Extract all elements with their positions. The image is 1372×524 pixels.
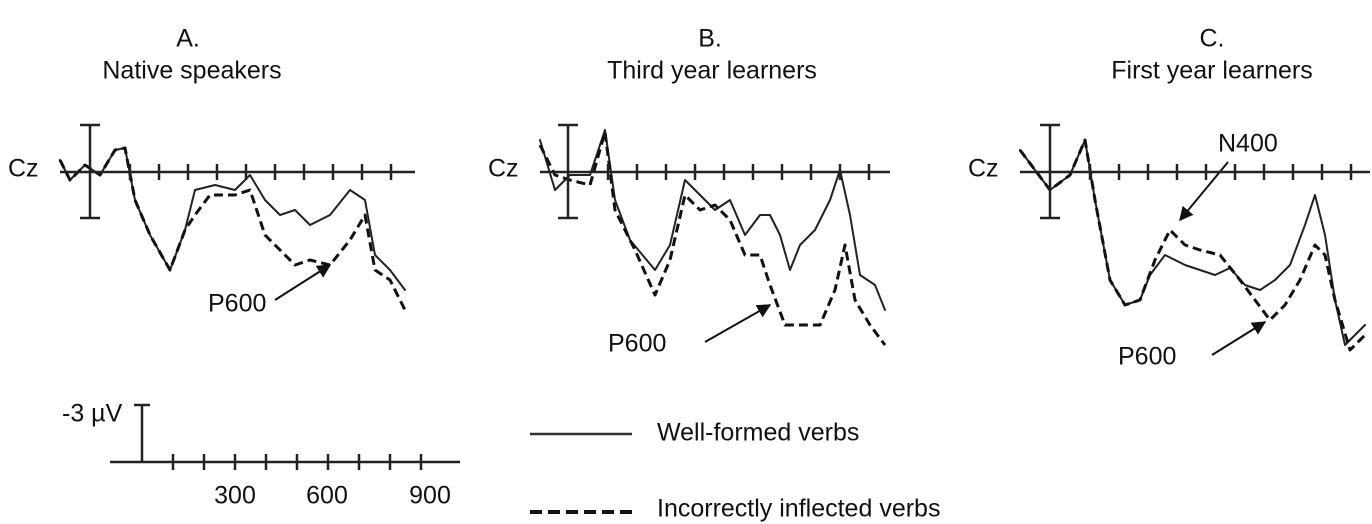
axes [60, 123, 1370, 470]
annotation: N400 [1218, 130, 1278, 158]
electrode-label: Cz [968, 155, 999, 183]
waveform-incorrect [538, 130, 887, 346]
panel-letter: B. [698, 25, 722, 53]
waveform-well-formed [539, 129, 886, 311]
panel-title: First year learners [1111, 57, 1312, 85]
annotation: P600 [208, 290, 266, 318]
arrow [1179, 161, 1229, 222]
waveform-incorrect [1018, 138, 1367, 352]
time-label: 600 [306, 482, 348, 510]
time-label: 900 [409, 482, 451, 510]
arrow [704, 304, 772, 343]
arrow [1211, 321, 1267, 356]
panels: A. Native speakers Cz P600 B. Third year… [8, 25, 1367, 371]
legend-label: Incorrectly inflected verbs [657, 495, 940, 523]
legend-label: Well-formed verbs [657, 419, 859, 447]
arrow [274, 264, 332, 301]
time-label: 300 [214, 482, 256, 510]
panel-title: Native speakers [102, 57, 281, 85]
annotation: P600 [608, 330, 666, 358]
amplitude-label: -3 µV [62, 400, 123, 428]
panel-letter: A. [176, 25, 200, 53]
annotation: P600 [1118, 343, 1176, 371]
electrode-label: Cz [488, 155, 519, 183]
waveform-incorrect [58, 146, 407, 311]
panel-letter: C. [1200, 25, 1225, 53]
electrode-label: Cz [8, 155, 39, 183]
waveform-well-formed [59, 147, 406, 291]
panel-title: Third year learners [607, 57, 817, 85]
